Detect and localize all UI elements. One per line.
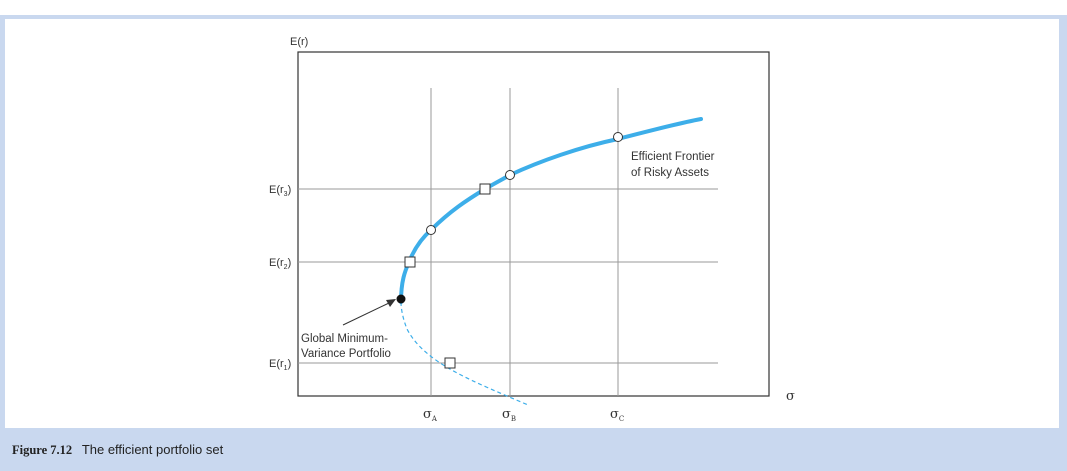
gmv-point — [396, 294, 406, 304]
plot-frame — [297, 51, 770, 397]
x-axis-label: σ — [786, 389, 795, 404]
x-tick-sigma-c: σC — [610, 407, 624, 423]
y-tick-er1: E(r1) — [269, 358, 291, 372]
y-tick-er3: E(r3) — [269, 184, 291, 198]
circle-marker-c — [613, 132, 623, 142]
gmv-arrow-line — [342, 302, 390, 326]
figure-title: The efficient portfolio set — [81, 442, 224, 457]
y-tick-er2: E(r2) — [269, 257, 291, 271]
square-marker-er3 — [479, 183, 491, 195]
efficient-frontier-curve — [399, 117, 703, 304]
x-tick-sigma-b: σB — [502, 407, 516, 423]
figure-caption: Figure 7.12 The efficient portfolio set — [12, 442, 223, 462]
figure-panel: E(r) E(r3) E(r2) E(r1) σ σA σB σC Effici… — [5, 19, 1059, 428]
frontier-label-line2: of Risky Assets — [631, 167, 709, 179]
square-marker-er2 — [404, 256, 416, 268]
gmv-label-line2: Variance Portfolio — [301, 348, 391, 360]
square-marker-er1 — [444, 357, 456, 369]
y-axis-label: E(r) — [290, 36, 308, 48]
gmv-arrow-head — [386, 299, 396, 307]
gmv-label-line1: Global Minimum- — [301, 333, 388, 345]
efficient-frontier-diagram: E(r) E(r3) E(r2) E(r1) σ σA σB σC Effici… — [269, 36, 795, 423]
figure-number: Figure 7.12 — [12, 443, 73, 457]
figure-frame: E(r) E(r3) E(r2) E(r1) σ σA σB σC Effici… — [0, 15, 1067, 471]
frontier-label-line1: Efficient Frontier — [631, 151, 715, 163]
circle-marker-b — [505, 170, 515, 180]
inefficient-branch-line — [400, 301, 529, 406]
x-tick-sigma-a: σA — [423, 407, 438, 423]
circle-marker-a — [426, 225, 436, 235]
